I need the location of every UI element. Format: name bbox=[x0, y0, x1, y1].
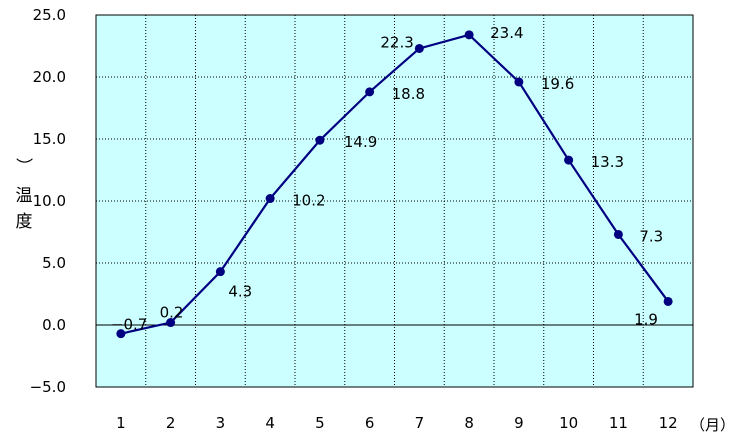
y-tick-labels: 25.0 20.0 15.0 10.0 5.0 0.0 −5.0 bbox=[30, 6, 66, 396]
data-point bbox=[116, 329, 126, 339]
data-point bbox=[265, 194, 275, 204]
data-point bbox=[663, 296, 673, 306]
y-tick-label: 25.0 bbox=[33, 6, 66, 24]
data-label: 0.2 bbox=[160, 304, 184, 322]
data-point bbox=[365, 87, 375, 97]
x-tick-label: 5 bbox=[315, 414, 325, 432]
x-tick-label: 10 bbox=[559, 414, 578, 432]
data-point bbox=[564, 155, 574, 165]
data-labels: −0.7 0.2 4.3 10.2 14.9 18.8 22.3 23.4 19.6 13.3 7.… bbox=[111, 24, 663, 334]
data-point bbox=[315, 135, 325, 145]
series-line bbox=[120, 33, 670, 335]
x-axis-label: （月） bbox=[690, 416, 735, 434]
y-tick-label: 5.0 bbox=[42, 254, 66, 272]
y-tick-label: 10.0 bbox=[33, 192, 66, 210]
x-tick-label: 1 bbox=[116, 414, 126, 432]
y-tick-label: −5.0 bbox=[30, 378, 66, 396]
data-label: 10.2 bbox=[292, 192, 325, 210]
x-tick-labels: 1 2 3 4 5 6 7 8 9 10 11 12 bbox=[116, 414, 678, 432]
x-tick-label: 12 bbox=[659, 414, 678, 432]
data-label: 14.9 bbox=[344, 133, 377, 151]
data-label: 23.4 bbox=[490, 24, 523, 42]
plot-frame bbox=[95, 14, 694, 388]
y-label-char: ） bbox=[13, 158, 33, 175]
data-points bbox=[116, 30, 673, 339]
x-tick-label: 8 bbox=[464, 414, 474, 432]
data-label: 1.9 bbox=[634, 310, 658, 328]
y-tick-label: 20.0 bbox=[33, 68, 66, 86]
data-point bbox=[414, 43, 424, 53]
x-tick-label: 11 bbox=[609, 414, 628, 432]
x-tick-label: 3 bbox=[216, 414, 226, 432]
y-axis-label: ） 温度 bbox=[13, 158, 33, 233]
data-point bbox=[613, 229, 623, 239]
x-tick-label: 7 bbox=[415, 414, 425, 432]
y-tick-label: 0.0 bbox=[42, 316, 66, 334]
y-label-char: 度 bbox=[16, 212, 33, 232]
data-label: 22.3 bbox=[380, 33, 413, 51]
data-point bbox=[215, 267, 225, 277]
x-tick-label: 9 bbox=[514, 414, 524, 432]
data-point bbox=[166, 318, 176, 328]
data-point bbox=[464, 30, 474, 40]
x-tick-label: 4 bbox=[265, 414, 275, 432]
data-label: 4.3 bbox=[228, 283, 252, 301]
data-label: −0.7 bbox=[111, 316, 147, 334]
x-tick-label: 2 bbox=[166, 414, 176, 432]
data-point bbox=[514, 77, 524, 87]
data-label: 18.8 bbox=[392, 85, 425, 103]
y-label-char: 温 bbox=[16, 186, 33, 206]
x-tick-label: 6 bbox=[365, 414, 375, 432]
horizontal-gridlines bbox=[96, 76, 693, 264]
data-label: 7.3 bbox=[639, 227, 663, 245]
y-tick-label: 15.0 bbox=[33, 130, 66, 148]
data-label: 19.6 bbox=[541, 75, 574, 93]
data-label: 13.3 bbox=[591, 153, 624, 171]
